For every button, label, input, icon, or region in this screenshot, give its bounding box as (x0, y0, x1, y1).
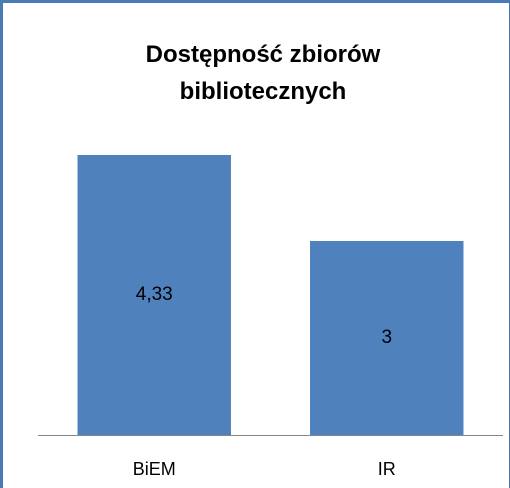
x-tick-label: IR (378, 459, 396, 479)
chart-title: Dostępność zbiorów bibliotecznych (145, 41, 381, 105)
bar (310, 241, 464, 435)
chart: 4,33 BiEM 3 IR (38, 155, 503, 479)
data-label: 4,33 (136, 284, 173, 305)
x-tick-label: BiEM (133, 459, 176, 479)
bar (77, 155, 231, 435)
data-label: 3 (381, 327, 392, 348)
